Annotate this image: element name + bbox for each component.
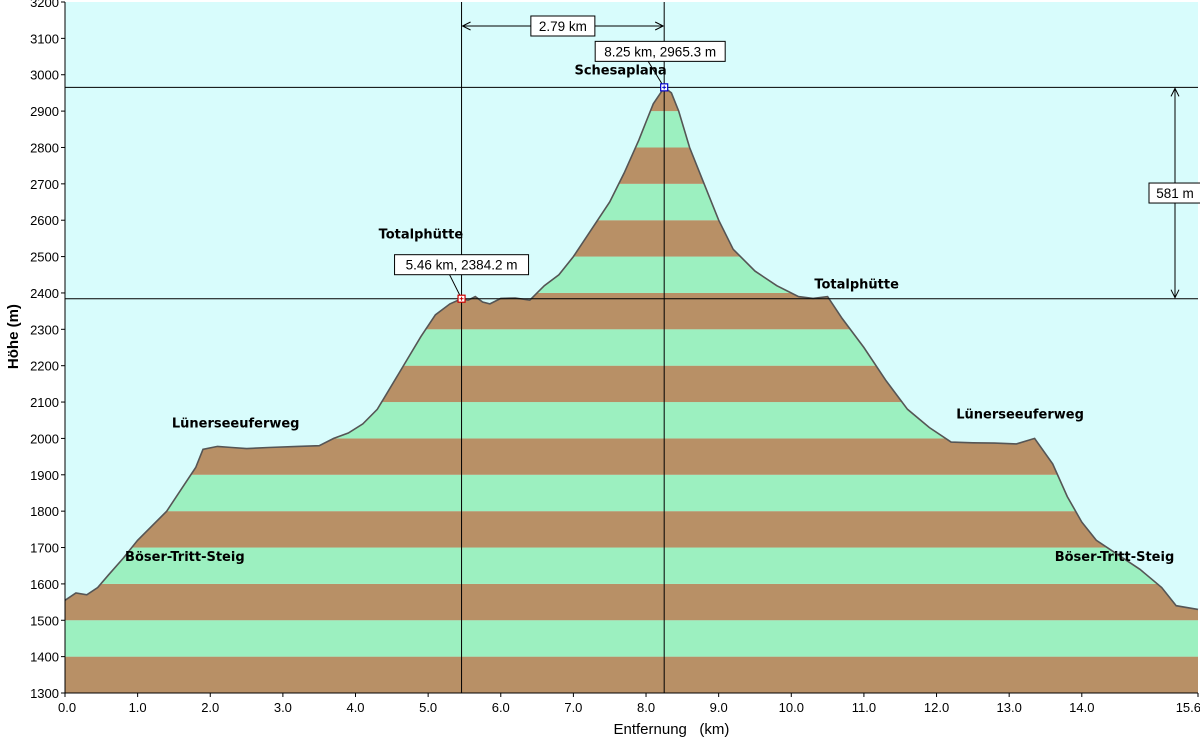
marker-value-label-box <box>594 40 726 62</box>
x-tick-label: 5.0 <box>419 700 437 715</box>
profile-annotation: Böser-Tritt-Steig <box>125 550 245 565</box>
marker-value-label: 5.46 km, 2384.2 m <box>406 258 518 273</box>
x-tick-label: 7.0 <box>564 700 582 715</box>
elevation-band <box>65 474 1198 512</box>
profile-annotation: Schesaplana <box>574 64 666 79</box>
profile-annotation: Lünerseeuferweg <box>956 407 1084 422</box>
y-tick-label: 1300 <box>30 686 59 701</box>
x-tick-label: 6.0 <box>492 700 510 715</box>
y-tick-label: 1700 <box>30 541 59 556</box>
distance-label-box <box>530 15 596 37</box>
y-tick-label: 1800 <box>30 504 59 519</box>
profile-annotation: Böser-Tritt-Steig <box>1055 550 1175 565</box>
x-tick-label: 8.0 <box>637 700 655 715</box>
y-tick-label: 3000 <box>30 68 59 83</box>
y-tick-label: 3100 <box>30 31 59 46</box>
y-tick-label: 1600 <box>30 577 59 592</box>
y-tick-label: 2900 <box>30 104 59 119</box>
y-tick-label: 2800 <box>30 140 59 155</box>
x-tick-label: 15.6 <box>1176 700 1200 715</box>
distance-arrowhead <box>461 21 471 31</box>
y-tick-label: 1900 <box>30 468 59 483</box>
elevation-band <box>65 620 1198 657</box>
y-tick-label: 2200 <box>30 359 59 374</box>
profile-annotation: Totalphütte <box>379 227 464 242</box>
y-tick-label: 1500 <box>30 613 59 628</box>
y-tick-label: 2300 <box>30 322 59 337</box>
x-tick-label: 10.0 <box>779 700 804 715</box>
height-arrowhead <box>1170 289 1180 299</box>
marker-value-label: 8.25 km, 2965.3 m <box>604 44 716 59</box>
x-tick-label: 13.0 <box>997 700 1022 715</box>
y-tick-label: 1400 <box>30 650 59 665</box>
y-tick-label: 2400 <box>30 286 59 301</box>
y-tick-label: 2100 <box>30 395 59 410</box>
y-tick-label: 3200 <box>30 0 59 10</box>
y-tick-label: 2700 <box>30 177 59 192</box>
elevation-band <box>65 511 1198 548</box>
elevation-band <box>65 656 1198 693</box>
x-tick-label: 1.0 <box>129 700 147 715</box>
x-tick-label: 0.0 <box>58 700 76 715</box>
x-tick-label: 12.0 <box>924 700 949 715</box>
y-axis-title: Höhe (m) <box>5 304 22 369</box>
distance-label: 2.79 km <box>539 19 587 34</box>
distance-arrowhead <box>654 21 665 31</box>
elevation-band <box>65 547 1198 584</box>
height-arrowhead <box>1170 87 1180 97</box>
profile-annotation: Totalphütte <box>814 278 899 293</box>
marker-leader-line <box>647 61 665 88</box>
x-tick-label: 2.0 <box>201 700 219 715</box>
profile-annotation: Lünerseeuferweg <box>172 417 300 432</box>
y-tick-label: 2600 <box>30 213 59 228</box>
marker-value-label-box <box>394 254 530 276</box>
height-label: 581 m <box>1156 186 1194 201</box>
x-tick-label: 9.0 <box>710 700 728 715</box>
elevation-profile-line <box>64 86 1199 611</box>
y-tick-label: 2000 <box>30 431 59 446</box>
x-tick-label: 3.0 <box>274 700 292 715</box>
height-label-box <box>1148 182 1200 204</box>
x-axis-title: Entfernung (km) <box>614 721 730 738</box>
x-tick-label: 4.0 <box>346 700 364 715</box>
y-tick-label: 2500 <box>30 250 59 265</box>
x-tick-label: 14.0 <box>1069 700 1094 715</box>
x-tick-label: 11.0 <box>852 700 876 715</box>
elevation-band <box>65 583 1198 621</box>
